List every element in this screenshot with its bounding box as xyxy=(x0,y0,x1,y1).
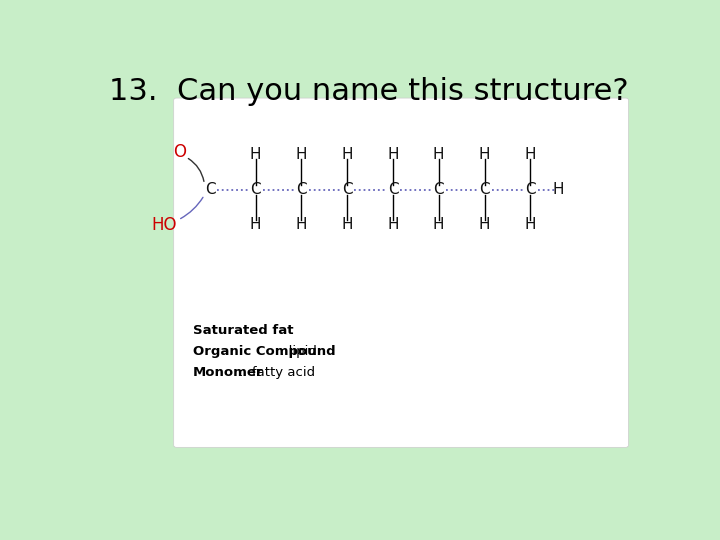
FancyBboxPatch shape xyxy=(174,98,629,447)
Text: 13.  Can you name this structure?: 13. Can you name this structure? xyxy=(109,77,629,106)
Text: C: C xyxy=(480,182,490,197)
Text: H: H xyxy=(296,218,307,232)
Text: Monomer: Monomer xyxy=(193,366,264,379)
Text: H: H xyxy=(433,147,444,161)
Text: H: H xyxy=(296,147,307,161)
Text: C: C xyxy=(251,182,261,197)
Text: H: H xyxy=(250,218,261,232)
Text: C: C xyxy=(342,182,353,197)
Text: C: C xyxy=(433,182,444,197)
Text: H: H xyxy=(479,147,490,161)
Text: C: C xyxy=(204,182,215,197)
Text: : lipid: : lipid xyxy=(279,345,317,358)
Text: Saturated fat: Saturated fat xyxy=(193,325,294,338)
Text: H: H xyxy=(524,218,536,232)
Text: H: H xyxy=(250,147,261,161)
Text: C: C xyxy=(387,182,398,197)
Text: H: H xyxy=(433,218,444,232)
Text: H: H xyxy=(524,147,536,161)
Text: HO: HO xyxy=(151,216,176,234)
Text: H: H xyxy=(341,218,353,232)
Text: H: H xyxy=(479,218,490,232)
Text: H: H xyxy=(553,182,564,197)
Text: C: C xyxy=(296,182,307,197)
Text: H: H xyxy=(341,147,353,161)
Text: O: O xyxy=(173,143,186,161)
Text: C: C xyxy=(525,182,536,197)
Text: H: H xyxy=(387,147,399,161)
Text: :  fatty acid: : fatty acid xyxy=(239,366,315,379)
Text: Organic Compound: Organic Compound xyxy=(193,345,336,358)
Text: H: H xyxy=(387,218,399,232)
